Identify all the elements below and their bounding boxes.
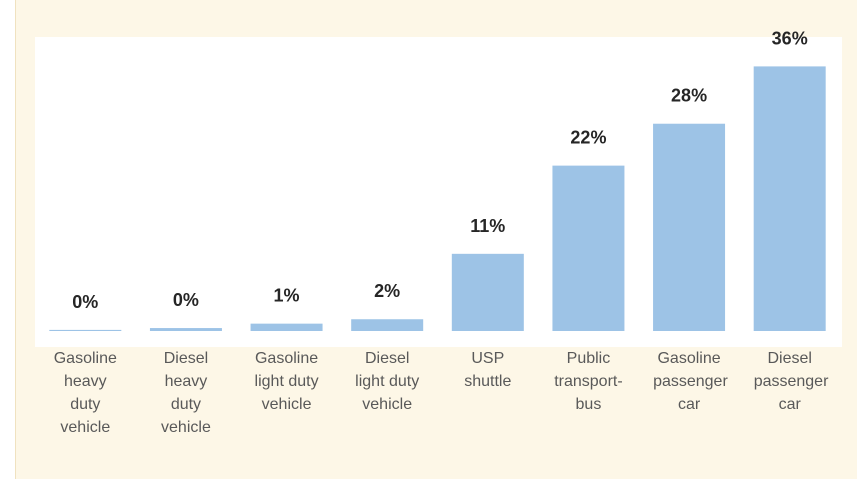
x-tick-label: Diesel light duty vehicle	[355, 350, 420, 413]
x-tick-label: USP shuttle	[464, 350, 512, 390]
data-label: 36%	[772, 28, 808, 48]
bar	[753, 66, 826, 332]
bar	[250, 323, 323, 331]
x-tick-label: Gasoline light duty vehicle	[254, 350, 319, 413]
bar	[149, 328, 222, 331]
data-label: 2%	[374, 281, 400, 301]
data-label: 22%	[570, 128, 606, 148]
data-label: 28%	[671, 86, 707, 106]
data-label: 1%	[274, 286, 300, 306]
x-tick-label: Gasoline passenger car	[653, 350, 728, 413]
bar	[552, 165, 625, 331]
bar	[653, 123, 726, 331]
x-tick-label: Gasoline heavy duty vehicle	[53, 350, 117, 436]
data-label: 0%	[173, 290, 199, 310]
bar	[351, 319, 424, 331]
x-tick-label: Diesel heavy duty vehicle	[161, 350, 211, 436]
x-tick-label: Public transport-bus	[554, 350, 623, 413]
bar	[49, 329, 122, 331]
x-tick-label: Diesel passenger car	[753, 350, 829, 413]
bar	[451, 253, 524, 331]
data-label: 0%	[72, 292, 98, 312]
data-label: 11%	[470, 216, 505, 236]
